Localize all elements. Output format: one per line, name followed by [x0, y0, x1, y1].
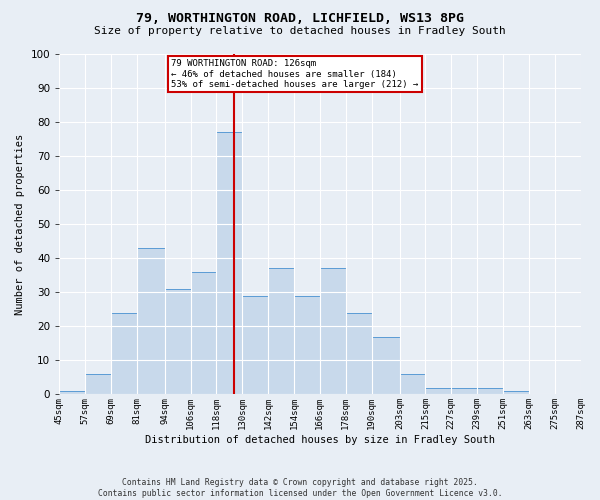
Bar [191, 272, 217, 394]
Text: 79 WORTHINGTON ROAD: 126sqm
← 46% of detached houses are smaller (184)
53% of se: 79 WORTHINGTON ROAD: 126sqm ← 46% of det… [171, 59, 419, 89]
Bar [425, 388, 451, 394]
Bar [451, 388, 477, 394]
Bar [503, 391, 529, 394]
Bar [400, 374, 425, 394]
Bar [165, 289, 191, 395]
Bar [346, 312, 371, 394]
Text: 79, WORTHINGTON ROAD, LICHFIELD, WS13 8PG: 79, WORTHINGTON ROAD, LICHFIELD, WS13 8P… [136, 12, 464, 26]
Bar [85, 374, 111, 394]
Text: Size of property relative to detached houses in Fradley South: Size of property relative to detached ho… [94, 26, 506, 36]
Y-axis label: Number of detached properties: Number of detached properties [15, 134, 25, 315]
Bar [320, 268, 346, 394]
Bar [371, 336, 400, 394]
Bar [137, 248, 165, 394]
Bar [111, 312, 137, 394]
Bar [268, 268, 294, 394]
Bar [242, 296, 268, 394]
Bar [217, 132, 242, 394]
Bar [294, 296, 320, 394]
Text: Contains HM Land Registry data © Crown copyright and database right 2025.
Contai: Contains HM Land Registry data © Crown c… [98, 478, 502, 498]
Bar [477, 388, 503, 394]
Bar [59, 391, 85, 394]
X-axis label: Distribution of detached houses by size in Fradley South: Distribution of detached houses by size … [145, 435, 495, 445]
